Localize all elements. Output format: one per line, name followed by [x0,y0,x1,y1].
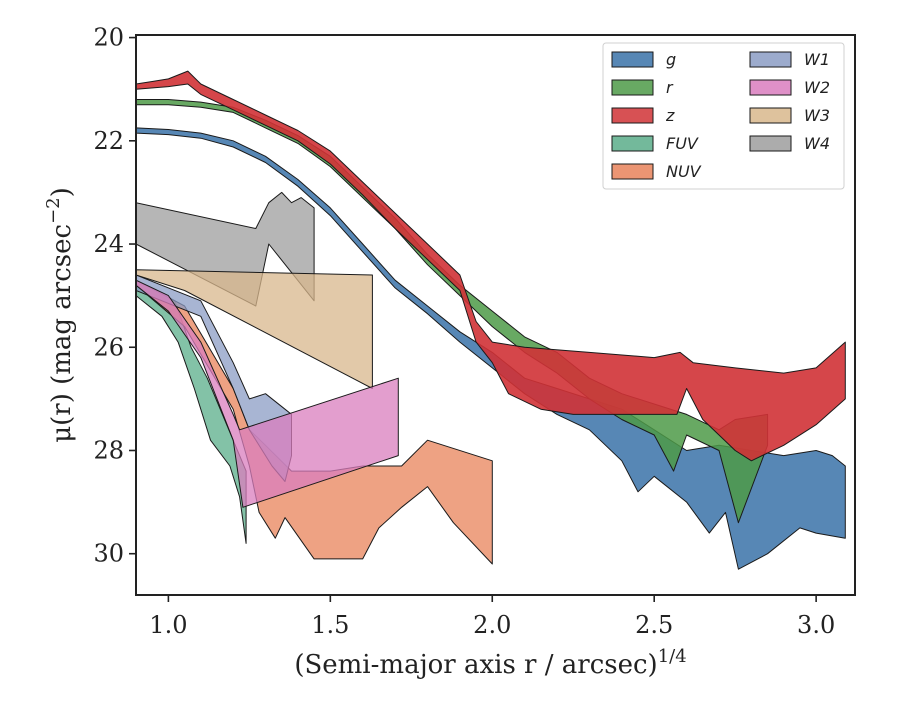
legend-swatch [611,79,654,96]
axis-labels: (Semi-major axis r / arcsec)1/4 μ(r) (mag… [43,187,687,680]
legend-item-z: z [611,106,675,125]
legend-swatch [749,51,792,68]
legend: grz FUV NUV W1 W2 W3 W4 [602,42,845,190]
legend-item-w1: W1 [749,50,830,69]
legend-label: g [666,50,676,69]
x-tick-label: 3.0 [797,611,835,639]
y-tick-label: 30 [93,540,124,568]
x-axis-label: (Semi-major axis r / arcsec)1/4 [294,646,686,680]
legend-swatch [749,107,792,124]
legend-label: z [665,106,675,125]
legend-label: W4 [804,134,830,153]
legend-swatch [749,79,792,96]
y-tick-label: 24 [93,230,124,258]
legend-label: W2 [804,78,830,97]
legend-item-w2: W2 [749,78,830,97]
y-tick-label: 28 [93,436,124,464]
legend-swatch [611,107,654,124]
y-tick-label: 20 [93,24,124,52]
legend-label: W3 [804,106,830,125]
y-tick-label: 22 [93,127,124,155]
band-w2 [136,279,399,508]
x-tick-label: 2.0 [473,611,511,639]
legend-label: FUV [666,134,699,153]
band-w3 [136,269,373,389]
band-z [136,70,846,462]
y-axis-label: μ(r) (mag arcsec−2) [43,187,77,443]
legend-item-fuv: FUV [611,134,699,153]
legend-swatch [749,135,792,152]
legend-label: r [666,78,674,97]
legend-label: NUV [666,162,702,181]
y-tick-label: 26 [93,333,124,361]
band-layer [136,70,846,570]
axes-layer: 1.0 1.5 2.0 2.5 3.0 20 22 24 26 28 30 [93,24,856,639]
legend-item-w3: W3 [749,106,830,125]
legend-item-g: g [611,50,676,69]
legend-item-nuv: NUV [611,162,702,181]
legend-swatch [611,163,654,180]
band-fuv [136,279,247,544]
legend-label: W1 [804,50,830,69]
legend-item-r: r [611,78,674,97]
x-tick-label: 1.0 [149,611,187,639]
x-tick-label: 2.5 [635,611,673,639]
legend-swatch [611,51,654,68]
legend-item-w4: W4 [749,134,830,153]
x-tick-label: 1.5 [311,611,349,639]
legend-swatch [611,135,654,152]
plot-frame [135,34,856,596]
